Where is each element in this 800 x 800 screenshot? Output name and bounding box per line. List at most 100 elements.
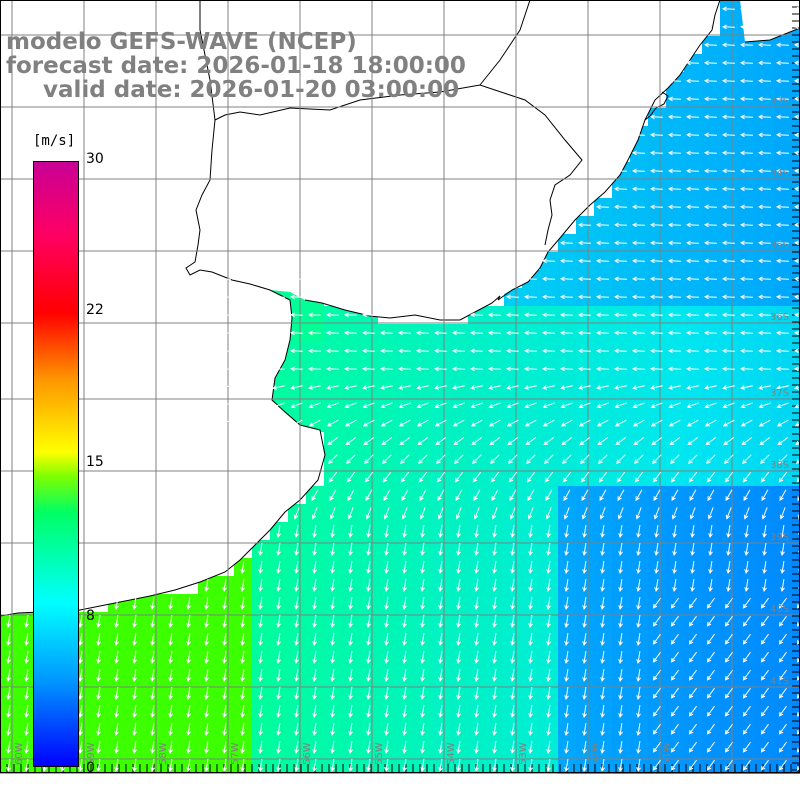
wind-arrow [330, 758, 335, 772]
wind-arrow [492, 668, 497, 682]
wind-arrow [364, 471, 374, 483]
wind-arrow [254, 419, 267, 427]
wind-arrow [200, 330, 213, 336]
wind-arrow [168, 596, 173, 610]
wind-arrow [258, 686, 263, 700]
wind-arrow [363, 437, 375, 446]
wind-arrow [168, 650, 173, 664]
wind-arrow [330, 650, 335, 664]
wind-arrow [596, 385, 609, 390]
wind-arrow [794, 366, 800, 372]
wind-arrow [236, 330, 249, 336]
wind-arrow [740, 42, 753, 48]
wind-arrow [758, 24, 771, 30]
wind-arrow [779, 507, 786, 520]
wind-arrow [438, 650, 443, 664]
wind-arrow [453, 454, 464, 464]
wind-arrow [348, 560, 353, 574]
colorbar-tick-30: 30 [86, 151, 104, 167]
wind-arrow [668, 96, 681, 102]
wind-arrow [687, 454, 698, 464]
wind-arrow [758, 96, 771, 102]
wind-arrow [456, 758, 461, 772]
wind-arrow [528, 758, 533, 772]
wind-arrow [704, 402, 717, 409]
wind-arrow [452, 330, 465, 336]
wind-arrow [258, 740, 263, 754]
wind-arrow [778, 723, 787, 735]
wind-arrow [600, 560, 605, 574]
wind-arrow [492, 596, 497, 610]
wind-arrow [326, 419, 339, 427]
wind-arrow [742, 687, 751, 699]
wind-arrow [402, 686, 407, 700]
wind-arrow [384, 740, 389, 754]
wind-arrow [632, 385, 645, 390]
wind-arrow [724, 723, 733, 735]
wind-arrow [276, 740, 281, 754]
wind-arrow [581, 507, 588, 520]
wind-arrow [344, 402, 357, 409]
wind-arrow [777, 437, 789, 446]
wind-arrow [632, 276, 645, 282]
wind-arrow [778, 687, 787, 699]
wind-arrow [416, 348, 429, 354]
wind-arrow [704, 150, 717, 156]
wind-arrow [686, 312, 699, 318]
wind-arrow [744, 578, 749, 592]
wind-arrow [492, 524, 497, 538]
wind-arrow [200, 294, 213, 300]
wind-arrow [776, 385, 789, 390]
latitude-label: 33S [770, 96, 789, 107]
wind-arrow [24, 668, 29, 682]
wind-arrow [348, 578, 353, 592]
wind-arrow [740, 132, 753, 138]
wind-arrow [276, 524, 281, 538]
wind-arrow [668, 78, 681, 84]
wind-arrow [670, 651, 679, 663]
wind-arrow [204, 632, 209, 646]
wind-arrow [564, 740, 569, 754]
wind-arrow [615, 454, 626, 464]
wind-arrow [632, 330, 645, 336]
wind-arrow [636, 758, 641, 772]
wind-arrow [759, 437, 771, 446]
wind-arrow [330, 578, 335, 592]
wind-arrow [632, 132, 645, 138]
wind-arrow [780, 524, 785, 538]
wind-arrow [722, 348, 735, 354]
wind-arrow [6, 614, 11, 628]
wind-arrow [6, 722, 11, 736]
wind-arrow [294, 596, 299, 610]
wind-arrow [330, 524, 335, 538]
wind-arrow [723, 437, 735, 446]
wind-arrow [704, 366, 717, 372]
wind-arrow [704, 240, 717, 246]
wind-arrow [740, 258, 753, 264]
wind-arrow [507, 437, 519, 446]
wind-arrow [150, 704, 155, 718]
wind-arrow [308, 312, 321, 318]
wind-arrow [308, 366, 321, 372]
wind-arrow [402, 650, 407, 664]
wind-arrow [741, 454, 752, 464]
wind-arrow [240, 632, 245, 646]
wind-arrow [330, 722, 335, 736]
wind-arrow [758, 6, 771, 12]
border-brazil [479, 0, 531, 86]
wind-arrow [632, 312, 645, 318]
wind-arrow [473, 507, 480, 520]
wind-arrow [636, 614, 641, 628]
wind-arrow [688, 651, 697, 663]
wind-arrow [420, 614, 425, 628]
wind-arrow [330, 632, 335, 646]
wind-arrow [290, 402, 303, 409]
wind-arrow [777, 454, 788, 464]
wind-arrow [578, 330, 591, 336]
wind-arrow [254, 366, 267, 372]
wind-arrow [672, 542, 677, 556]
wind-arrow [524, 402, 537, 409]
wind-arrow [600, 614, 605, 628]
wind-arrow [760, 615, 769, 627]
wind-arrow [380, 366, 393, 372]
